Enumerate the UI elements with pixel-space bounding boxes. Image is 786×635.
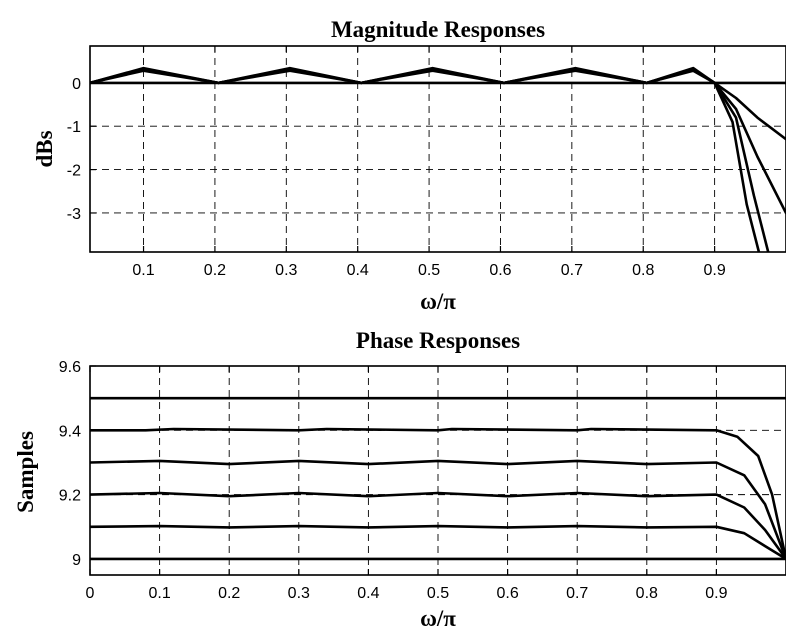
magnitude-y-tick-label: -2 [67, 163, 81, 180]
magnitude-x-tick-label: 0.3 [275, 262, 297, 279]
phase-series-4-line [90, 491, 786, 561]
phase-x-tick-label: 0.3 [288, 585, 310, 602]
phase-x-tick-label: 0.2 [218, 585, 240, 602]
phase-series-3-line [90, 459, 786, 561]
phase-y-axis-label: Samples [13, 431, 38, 513]
magnitude-x-tick-label: 0.5 [418, 262, 440, 279]
magnitude-plot-border [89, 45, 786, 253]
phase-series-2-line [90, 427, 786, 561]
magnitude-y-tick-label: -3 [67, 206, 81, 223]
magnitude-chart-title: Magnitude Responses [331, 17, 545, 42]
magnitude-series-5-line [90, 66, 761, 252]
phase-plot-border [89, 365, 786, 576]
phase-series-5-line [90, 524, 786, 561]
magnitude-series-group [90, 66, 786, 252]
magnitude-x-tick-label: 0.2 [204, 262, 226, 279]
magnitude-x-axis-label: ω/π [420, 289, 456, 314]
magnitude-y-tick-label: 0 [72, 76, 81, 93]
phase-chart-title: Phase Responses [356, 328, 520, 353]
phase-x-axis-label: ω/π [420, 606, 456, 631]
magnitude-x-tick-label: 0.9 [703, 262, 725, 279]
phase-x-tick-label: 0.6 [496, 585, 518, 602]
magnitude-x-tick-label: 0.8 [632, 262, 654, 279]
phase-x-tick-label: 0.8 [636, 585, 658, 602]
magnitude-y-tick-label: -1 [67, 119, 81, 136]
phase-chart: 0 0.1 0.2 0.3 0.4 0.5 0.6 0.7 0.8 0.9 9 9.2 9.4 9.6 Ph… [13, 328, 786, 631]
phase-y-tick-label: 9.6 [59, 359, 81, 376]
magnitude-y-axis-label: dBs [32, 130, 57, 167]
phase-y-tick-label: 9.2 [59, 488, 81, 505]
phase-series-group [90, 396, 786, 561]
magnitude-x-tick-label: 0.6 [489, 262, 511, 279]
phase-y-tick-label: 9.4 [59, 423, 81, 440]
magnitude-x-tick-label: 0.1 [132, 262, 154, 279]
phase-x-tick-label: 0.1 [148, 585, 170, 602]
magnitude-x-tick-label: 0.4 [347, 262, 369, 279]
phase-x-tick-label: 0.5 [427, 585, 449, 602]
phase-x-tick-label: 0 [86, 585, 95, 602]
phase-y-tick-label: 9 [72, 552, 81, 569]
magnitude-chart: 0.1 0.2 0.3 0.4 0.5 0.6 0.7 0.8 0.9 0 -1 -2 -3 Magnit… [32, 17, 786, 314]
phase-x-tick-label: 0.7 [566, 585, 588, 602]
magnitude-x-tick-label: 0.7 [561, 262, 583, 279]
phase-x-tick-label: 0.4 [357, 585, 379, 602]
phase-x-tick-label: 0.9 [705, 585, 727, 602]
